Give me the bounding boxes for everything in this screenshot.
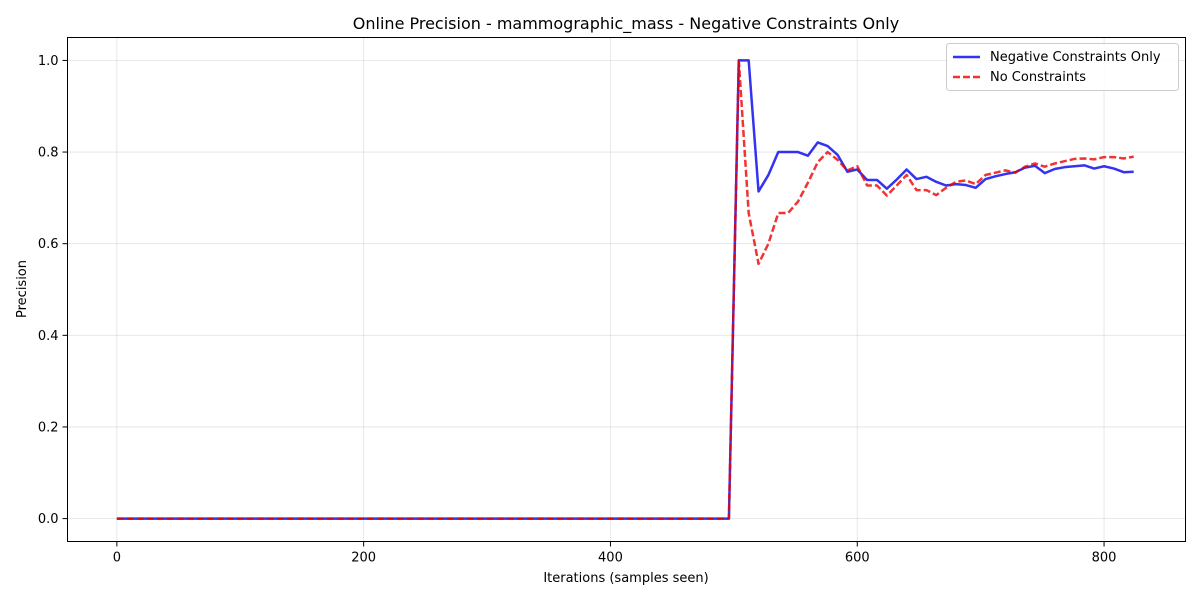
y-axis-ticks: 0.0 0.2 0.4 0.6 0.8 1.0 [38, 54, 68, 527]
x-axis-ticks: 0 200 400 600 800 [113, 541, 1117, 566]
legend-label-no-constraints: No Constraints [990, 70, 1086, 85]
y-tick-label: 0.6 [38, 237, 59, 252]
series-line-negative-constraints [116, 59, 1134, 520]
y-tick-label: 0.8 [38, 146, 59, 161]
y-tick-label: 0.4 [38, 329, 59, 344]
x-tick-label: 0 [113, 551, 121, 566]
x-tick-label: 600 [845, 551, 870, 566]
y-tick-label: 0.2 [38, 420, 59, 435]
legend-label-negative-constraints: Negative Constraints Only [990, 50, 1161, 65]
series-layer [116, 59, 1134, 520]
series-line-no-constraints [116, 59, 1134, 520]
chart-title: Online Precision - mammographic_mass - N… [353, 14, 899, 34]
x-tick-label: 200 [351, 551, 376, 566]
y-axis-label: Precision [15, 260, 30, 318]
x-tick-label: 800 [1092, 551, 1117, 566]
x-axis-label: Iterations (samples seen) [543, 571, 708, 586]
plot-frame [67, 37, 1186, 542]
y-tick-label: 1.0 [38, 54, 59, 69]
legend-box [946, 43, 1179, 91]
legend: Negative Constraints Only No Constraints [946, 43, 1179, 91]
y-tick-label: 0.0 [38, 512, 59, 527]
x-tick-label: 400 [598, 551, 623, 566]
